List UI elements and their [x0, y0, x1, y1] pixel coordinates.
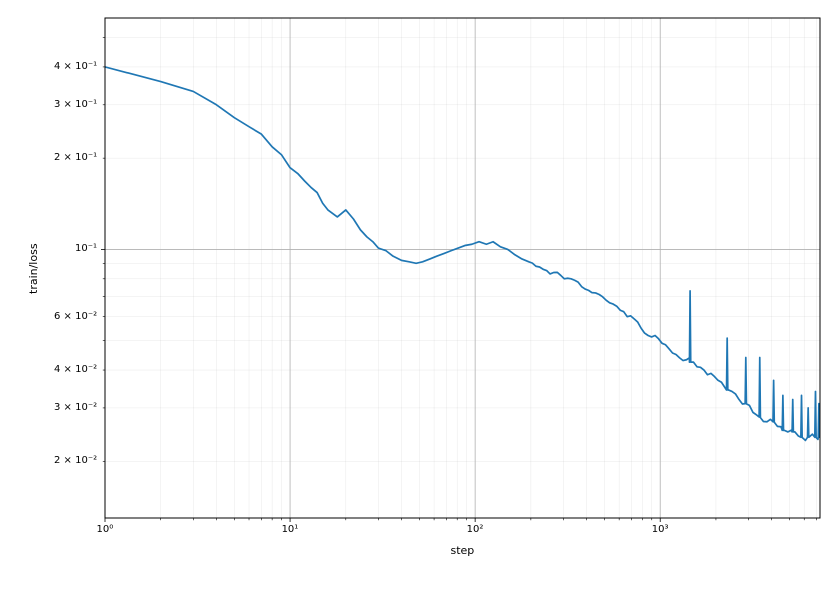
x-tick-label: 10² [467, 525, 484, 535]
y-minor-tick-label: 2 × 10⁻¹ [54, 153, 97, 163]
y-axis-label: train/loss [27, 243, 40, 294]
figure: step train/loss 10⁰ 10¹ 10² 10³ 10⁻¹ 2 × 10⁻²… [0, 0, 838, 590]
y-minor-tick-label: 4 × 10⁻¹ [54, 62, 97, 72]
x-axis-label: step [451, 544, 475, 557]
x-tick-label: 10¹ [282, 525, 299, 535]
chart-axes [105, 18, 820, 518]
y-minor-tick-label: 3 × 10⁻¹ [54, 100, 97, 110]
y-tick-label: 10⁻¹ [75, 244, 97, 254]
y-minor-tick-label: 4 × 10⁻² [54, 365, 97, 375]
x-tick-label: 10³ [652, 525, 669, 535]
x-tick-label: 10⁰ [97, 525, 114, 535]
y-minor-tick-label: 2 × 10⁻² [54, 456, 97, 466]
y-minor-tick-label: 3 × 10⁻² [54, 403, 97, 413]
chart-svg [105, 18, 820, 518]
y-minor-tick-label: 6 × 10⁻² [54, 312, 97, 322]
